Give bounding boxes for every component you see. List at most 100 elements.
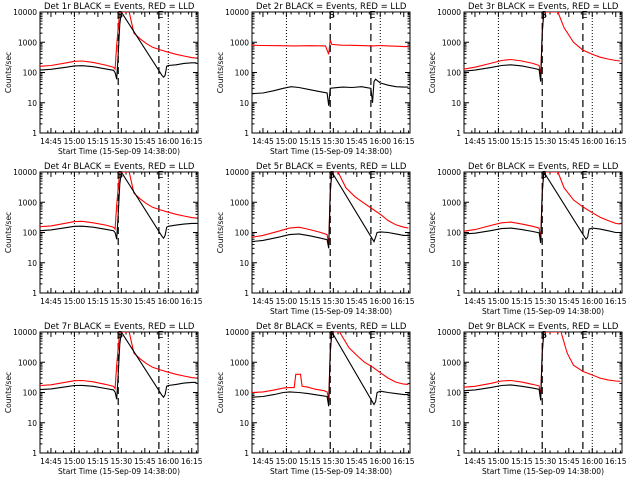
events-series-line — [252, 78, 409, 106]
y-tick-label: 1000 — [230, 38, 249, 47]
x-tick-label: 16:15 — [181, 137, 203, 146]
y-tick-label: 1000 — [442, 38, 461, 47]
lld-series-line — [252, 39, 409, 55]
y-tick-label: 10 — [239, 259, 249, 268]
x-tick-label: 15:30 — [535, 297, 557, 306]
y-tick-label: 100 — [235, 229, 250, 238]
x-tick-label: 15:30 — [323, 137, 345, 146]
y-tick-label: 100 — [447, 229, 462, 238]
x-tick-label: 16:00 — [157, 457, 179, 466]
plot-frame — [463, 11, 623, 134]
y-tick-label: 10 — [451, 99, 461, 108]
x-tick-label: 15:00 — [488, 297, 510, 306]
y-tick-label: 10 — [239, 419, 249, 428]
y-tick-label: 1000 — [18, 38, 37, 47]
lld-series-line — [252, 332, 409, 400]
x-tick-label: 14:45 — [252, 457, 274, 466]
plot-frame — [463, 331, 623, 454]
x-tick-label: 14:45 — [464, 457, 486, 466]
y-tick-label: 1000 — [230, 198, 249, 207]
flag-label-e: E — [369, 170, 375, 181]
x-axis-title: Start Time (15-Sep-09 14:38:00) — [270, 467, 392, 476]
lld-series-line — [40, 332, 197, 391]
x-tick-label: 15:15 — [511, 137, 533, 146]
flag-label-s: S — [117, 170, 123, 181]
x-axis-title: Start Time (15-Sep-09 14:38:00) — [270, 147, 392, 156]
x-tick-label: 16:00 — [369, 137, 391, 146]
x-tick-label: 15:45 — [134, 457, 156, 466]
y-axis-title: Counts/sec — [4, 372, 13, 413]
x-tick-label: 15:00 — [276, 457, 298, 466]
panel-title: Det 5r BLACK = Events, RED = LLD — [256, 162, 407, 172]
y-axis-title: Counts/sec — [428, 372, 437, 413]
x-tick-label: 16:15 — [181, 457, 203, 466]
y-tick-label: 1 — [244, 289, 249, 298]
x-tick-label: 14:45 — [40, 137, 62, 146]
y-tick-label: 100 — [23, 69, 38, 78]
x-tick-label: 15:00 — [64, 457, 86, 466]
x-tick-label: 15:45 — [558, 137, 580, 146]
x-tick-label: 15:00 — [488, 457, 510, 466]
y-tick-label: 1000 — [18, 198, 37, 207]
flag-label-s: S — [329, 170, 335, 181]
y-tick-label: 10 — [27, 419, 37, 428]
plot-frame — [463, 171, 623, 294]
x-axis-title: Start Time (15-Sep-09 14:38:00) — [482, 307, 604, 316]
x-tick-label: 15:45 — [134, 137, 156, 146]
flag-label-e: E — [581, 10, 587, 21]
plot-frame — [251, 11, 411, 134]
x-axis-title: Start Time (15-Sep-09 14:38:00) — [58, 147, 180, 156]
panel-title: Det 8r BLACK = Events, RED = LLD — [256, 322, 407, 332]
x-tick-label: 15:30 — [111, 457, 133, 466]
lld-series-line — [40, 172, 197, 231]
x-tick-label: 15:15 — [87, 297, 109, 306]
x-tick-label: 15:00 — [64, 137, 86, 146]
y-axis-title: Counts/sec — [216, 52, 225, 93]
y-tick-label: 10000 — [225, 328, 249, 337]
flag-label-e: E — [581, 330, 587, 341]
x-tick-label: 16:00 — [581, 137, 603, 146]
panel-title: Det 2r BLACK = Events, RED = LLD — [256, 2, 407, 12]
x-tick-label: 16:00 — [581, 297, 603, 306]
y-tick-label: 100 — [23, 229, 38, 238]
y-tick-label: 10000 — [437, 168, 461, 177]
x-tick-label: 14:45 — [40, 457, 62, 466]
y-tick-label: 100 — [447, 389, 462, 398]
x-tick-label: 16:15 — [181, 297, 203, 306]
panel-det-6: Det 6r BLACK = Events, RED = LLD 1 10 100 10… — [428, 162, 627, 316]
panel-det-3: Det 3r BLACK = Events, RED = LLD 1 10 100 10… — [428, 2, 627, 146]
x-tick-label: 15:30 — [111, 137, 133, 146]
flag-label-s: S — [541, 330, 547, 341]
x-tick-label: 16:00 — [369, 457, 391, 466]
x-tick-label: 15:00 — [276, 297, 298, 306]
y-tick-label: 10 — [451, 259, 461, 268]
x-tick-label: 15:00 — [64, 297, 86, 306]
x-tick-label: 16:00 — [369, 297, 391, 306]
y-axis-title: Counts/sec — [216, 212, 225, 253]
y-tick-label: 100 — [235, 69, 250, 78]
x-tick-label: 15:15 — [87, 137, 109, 146]
y-tick-label: 1 — [32, 129, 37, 138]
x-tick-label: 16:15 — [393, 297, 415, 306]
x-tick-label: 15:45 — [558, 457, 580, 466]
y-tick-label: 1 — [32, 289, 37, 298]
x-tick-label: 15:45 — [346, 297, 368, 306]
x-tick-label: 15:00 — [488, 137, 510, 146]
flag-label-s: S — [541, 170, 547, 181]
x-tick-label: 16:00 — [157, 297, 179, 306]
x-tick-label: 14:45 — [40, 297, 62, 306]
x-tick-label: 14:45 — [464, 297, 486, 306]
flag-label-e: E — [369, 10, 375, 21]
x-axis-title: Start Time (15-Sep-09 14:38:00) — [482, 467, 604, 476]
lld-series-line — [40, 12, 197, 71]
flag-label-s: S — [117, 330, 123, 341]
flag-label-e: E — [157, 10, 163, 21]
flag-label-s: S — [117, 10, 123, 21]
y-axis-title: Counts/sec — [428, 212, 437, 253]
y-tick-label: 1000 — [230, 358, 249, 367]
y-tick-label: 1000 — [442, 198, 461, 207]
y-tick-label: 10 — [27, 259, 37, 268]
x-tick-label: 15:15 — [299, 137, 321, 146]
y-axis-title: Counts/sec — [4, 212, 13, 253]
y-tick-label: 10000 — [13, 168, 37, 177]
